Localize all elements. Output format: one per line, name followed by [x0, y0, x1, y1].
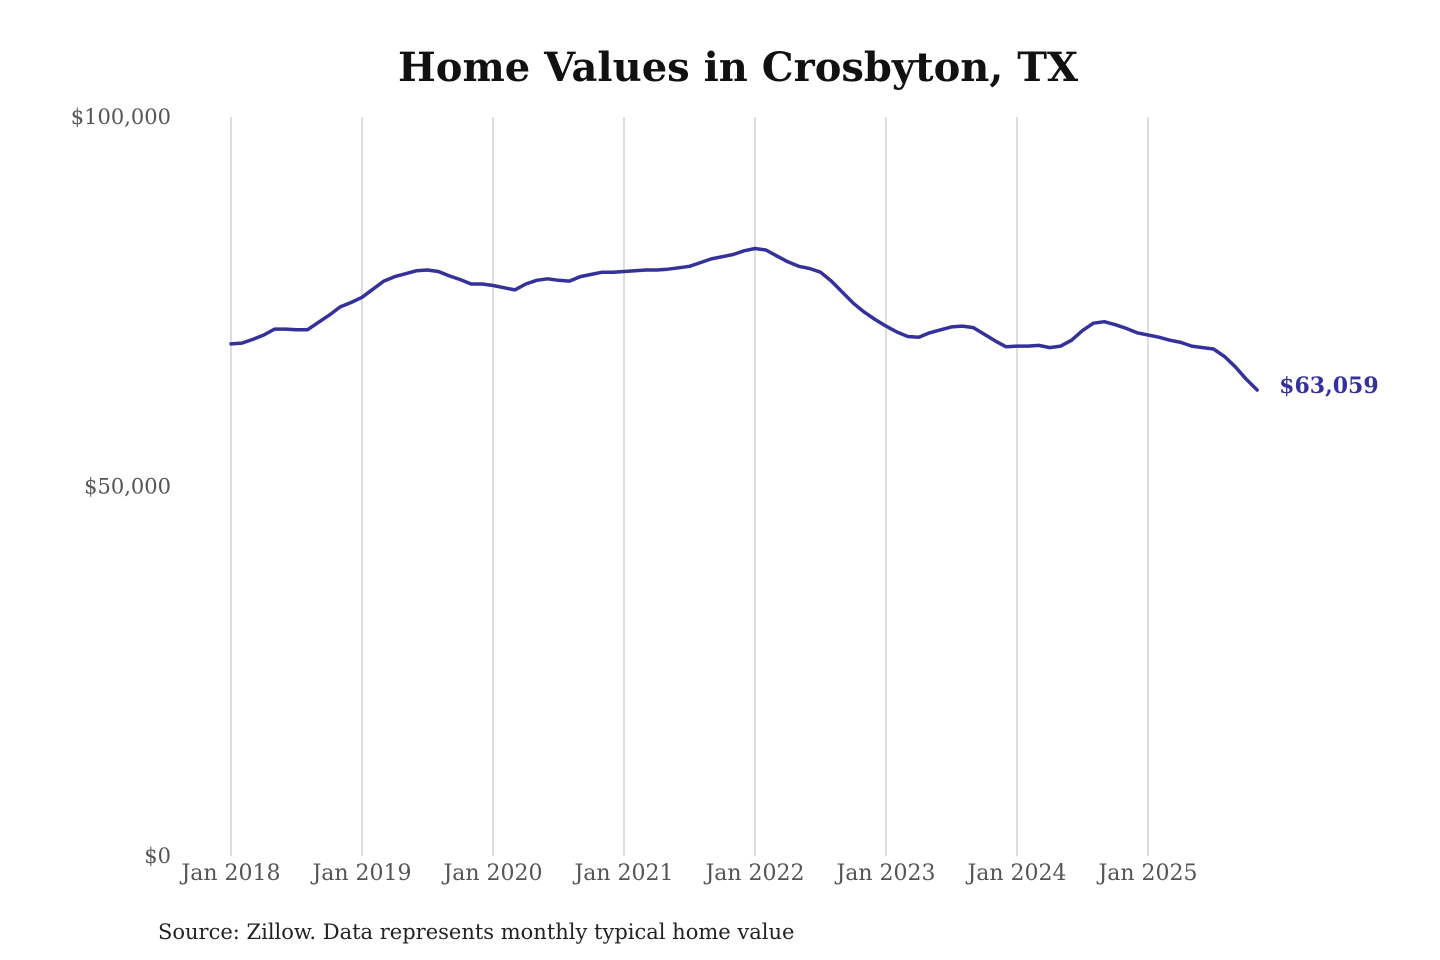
x-tick-label: Jan 2021: [572, 861, 673, 886]
end-value-label: $63,059: [1279, 373, 1379, 399]
y-tick-label: $0: [144, 844, 171, 868]
y-tick-label: $100,000: [71, 105, 171, 129]
x-tick-label: Jan 2022: [703, 861, 804, 886]
source-note: Source: Zillow. Data represents monthly …: [158, 920, 794, 944]
x-tick-label: Jan 2019: [310, 861, 411, 886]
x-tick-label: Jan 2023: [834, 861, 935, 886]
x-tick-label: Jan 2024: [965, 861, 1066, 886]
chart-title: Home Values in Crosbyton, TX: [398, 44, 1078, 91]
x-tick-label: Jan 2020: [441, 861, 542, 886]
y-tick-label: $50,000: [84, 475, 171, 499]
x-axis-ticks: Jan 2018 Jan 2019 Jan 2020 Jan 2021 Jan 2022…: [179, 861, 1197, 886]
x-tick-label: Jan 2025: [1096, 861, 1197, 886]
x-tick-label: Jan 2018: [179, 861, 280, 886]
y-axis-ticks: $100,000 $50,000 $0: [71, 105, 171, 868]
gridlines: [230, 117, 1149, 856]
series-layer: [229, 246, 1259, 392]
series-line: [229, 246, 1259, 392]
